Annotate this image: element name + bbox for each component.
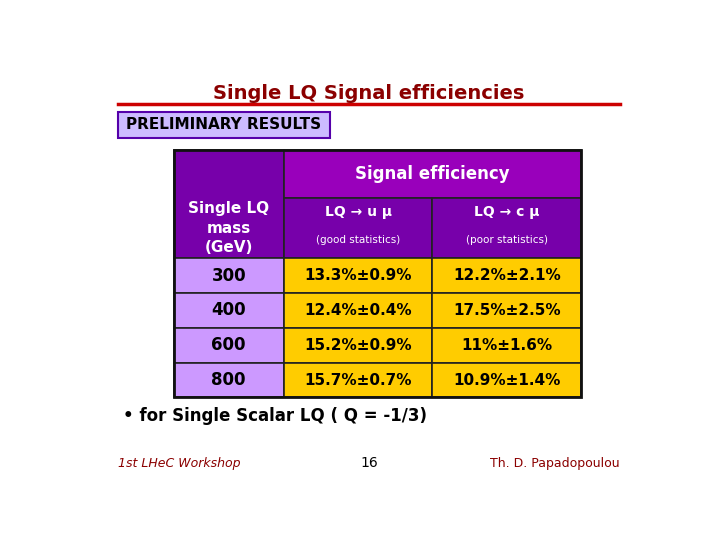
FancyBboxPatch shape: [284, 363, 433, 397]
Text: 10.9%±1.4%: 10.9%±1.4%: [453, 373, 560, 388]
Text: PRELIMINARY RESULTS: PRELIMINARY RESULTS: [126, 117, 322, 132]
Text: 300: 300: [212, 267, 246, 285]
Text: LQ → u μ: LQ → u μ: [325, 205, 392, 219]
FancyBboxPatch shape: [284, 328, 433, 363]
Text: Th. D. Papadopoulou: Th. D. Papadopoulou: [490, 457, 620, 470]
Text: Signal efficiency: Signal efficiency: [355, 165, 510, 183]
FancyBboxPatch shape: [433, 198, 581, 258]
FancyBboxPatch shape: [433, 328, 581, 363]
FancyBboxPatch shape: [284, 198, 433, 258]
FancyBboxPatch shape: [284, 150, 581, 198]
FancyBboxPatch shape: [433, 258, 581, 293]
FancyBboxPatch shape: [433, 293, 581, 328]
FancyBboxPatch shape: [284, 258, 433, 293]
Text: 15.7%±0.7%: 15.7%±0.7%: [305, 373, 412, 388]
FancyBboxPatch shape: [174, 293, 284, 328]
FancyBboxPatch shape: [284, 293, 433, 328]
FancyBboxPatch shape: [118, 112, 330, 138]
Text: 16: 16: [360, 456, 378, 470]
Text: 600: 600: [212, 336, 246, 354]
Text: Single LQ Signal efficiencies: Single LQ Signal efficiencies: [213, 84, 525, 103]
Text: (good statistics): (good statistics): [316, 235, 400, 246]
FancyBboxPatch shape: [174, 328, 284, 363]
Text: LQ → c μ: LQ → c μ: [474, 205, 539, 219]
Text: 13.3%±0.9%: 13.3%±0.9%: [305, 268, 412, 283]
Text: 11%±1.6%: 11%±1.6%: [461, 338, 552, 353]
Text: 1st LHeC Workshop: 1st LHeC Workshop: [118, 457, 240, 470]
Text: Single LQ
mass
(GeV): Single LQ mass (GeV): [188, 201, 269, 255]
FancyBboxPatch shape: [433, 363, 581, 397]
Text: 12.2%±2.1%: 12.2%±2.1%: [453, 268, 561, 283]
Text: 12.4%±0.4%: 12.4%±0.4%: [305, 303, 412, 318]
Text: • for Single Scalar LQ ( Q = -1/3): • for Single Scalar LQ ( Q = -1/3): [124, 407, 428, 425]
Text: 800: 800: [212, 371, 246, 389]
Text: 400: 400: [212, 301, 246, 319]
FancyBboxPatch shape: [174, 150, 284, 258]
Text: 15.2%±0.9%: 15.2%±0.9%: [305, 338, 412, 353]
FancyBboxPatch shape: [174, 258, 284, 293]
Text: (poor statistics): (poor statistics): [466, 235, 548, 246]
Text: 17.5%±2.5%: 17.5%±2.5%: [453, 303, 560, 318]
FancyBboxPatch shape: [174, 363, 284, 397]
